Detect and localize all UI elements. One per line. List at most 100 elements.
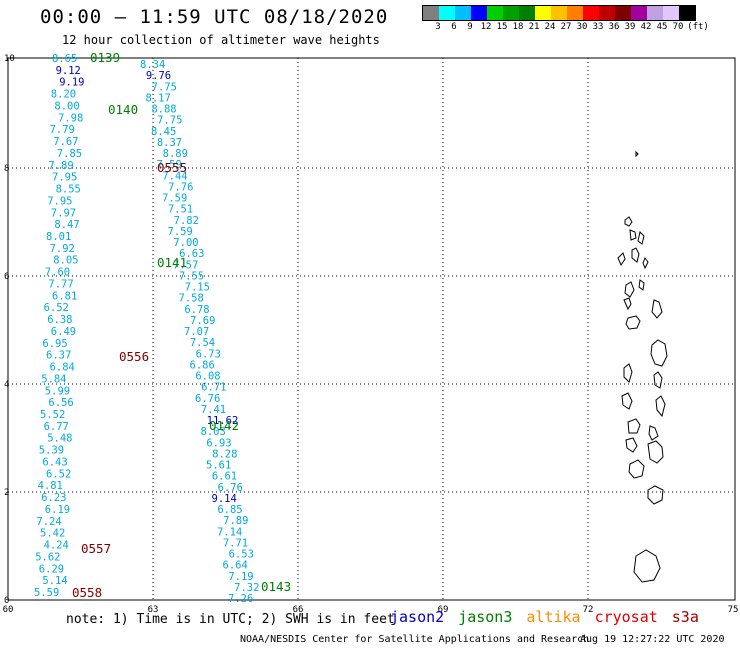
- timestamp-text: Aug 19 12:27:22 UTC 2020: [580, 634, 725, 645]
- wave-height-value: 6.93: [206, 437, 231, 449]
- wave-height-value: 6.61: [212, 471, 237, 483]
- wave-height-value: 5.14: [42, 575, 67, 587]
- color-scale-label: 24: [544, 22, 556, 32]
- color-swatch: [647, 6, 663, 20]
- wave-height-value: 6.78: [184, 304, 209, 316]
- x-tick-label: 72: [583, 605, 594, 615]
- legend-jason2: jason2: [390, 608, 445, 626]
- wave-height-value: 7.44: [162, 170, 187, 182]
- color-scale-label: 45: [656, 22, 668, 32]
- wave-height-value: 9.76: [146, 70, 171, 82]
- wave-height-value: 6.64: [223, 560, 248, 572]
- wave-height-value: 6.71: [201, 382, 226, 394]
- color-scale-label: 70: [672, 22, 684, 32]
- wave-height-value: 7.59: [168, 226, 193, 238]
- wave-height-value: 4.81: [38, 480, 63, 492]
- wave-height-value: 6.73: [196, 348, 221, 360]
- color-scale-bar: [422, 5, 696, 21]
- wave-height-value: 6.29: [39, 563, 64, 575]
- wave-height-value: 7.26: [228, 593, 253, 605]
- wave-height-value: 8.34: [140, 59, 165, 71]
- wave-height-value: 6.38: [47, 314, 72, 326]
- wave-height-value: 7.59: [162, 193, 187, 205]
- island: [623, 363, 633, 383]
- wave-height-value: 5.52: [40, 409, 65, 421]
- footer-note: note: 1) Time is in UTC; 2) SWH is in fe…: [66, 612, 395, 627]
- wave-height-value: 5.42: [40, 528, 65, 540]
- color-swatch: [583, 6, 599, 20]
- wave-height-value: 6.84: [50, 362, 75, 374]
- wave-height-value: 5.84: [41, 373, 66, 385]
- island: [651, 299, 663, 319]
- wave-height-value: 7.85: [57, 148, 82, 160]
- wave-height-value: 6.49: [51, 326, 76, 338]
- color-scale-label: 39: [624, 22, 636, 32]
- color-scale-label: (ft): [687, 22, 709, 32]
- axis-tick-labels: 60 63 66 69 72 75 0 2 4 6 8 10: [3, 54, 739, 615]
- wave-height-value: 6.56: [48, 397, 73, 409]
- color-scale-label: 21: [528, 22, 540, 32]
- island: [633, 549, 661, 583]
- chart-subtitle: 12 hour collection of altimeter wave hei…: [62, 33, 380, 47]
- pass-time-label: 0556: [119, 349, 149, 364]
- x-tick-label: 60: [3, 605, 14, 615]
- wave-height-value: 7.98: [58, 112, 83, 124]
- color-scale-label: 36: [608, 22, 620, 32]
- wave-height-value: 7.41: [201, 404, 226, 416]
- y-tick-label: 10: [4, 54, 15, 64]
- wave-height-value: 6.77: [44, 421, 69, 433]
- island: [638, 279, 645, 291]
- pass-time-label: 0141: [157, 255, 187, 270]
- color-swatch: [551, 6, 567, 20]
- legend-s3a: s3a: [671, 608, 699, 626]
- x-tick-label: 63: [148, 605, 159, 615]
- color-scale-label: 30: [576, 22, 588, 32]
- color-swatch: [599, 6, 615, 20]
- color-swatch: [487, 6, 503, 20]
- wave-height-value: 6.19: [45, 504, 70, 516]
- island: [642, 256, 649, 270]
- wave-height-value: 7.15: [185, 282, 210, 294]
- color-swatch: [439, 6, 455, 20]
- color-scale-label: 9: [467, 22, 473, 32]
- color-scale-label: 6: [451, 22, 457, 32]
- island: [647, 485, 664, 505]
- wave-height-value: 6.85: [217, 504, 242, 516]
- wave-height-value: 7.24: [36, 516, 61, 528]
- y-tick-label: 2: [4, 488, 9, 498]
- wave-height-value: 7.32: [234, 582, 259, 594]
- wave-height-value: 4.24: [44, 540, 69, 552]
- wave-height-value: 7.75: [152, 81, 177, 93]
- color-swatch: [663, 6, 679, 20]
- color-swatch: [567, 6, 583, 20]
- wave-height-value: 7.60: [45, 267, 70, 279]
- wave-height-value: 7.55: [179, 270, 204, 282]
- wave-height-value: 7.57: [173, 259, 198, 271]
- pass-time-label: 0140: [108, 102, 138, 117]
- wave-height-value: 5.61: [206, 460, 231, 472]
- island: [631, 247, 640, 263]
- color-swatch: [679, 6, 695, 20]
- pass-time-label: 0139: [90, 50, 120, 65]
- wave-height-value: 8.88: [151, 104, 176, 116]
- color-swatch: [471, 6, 487, 20]
- island: [648, 425, 659, 441]
- wave-height-value: 6.52: [46, 468, 71, 480]
- wave-height-value: 6.43: [42, 456, 67, 468]
- wave-height-value: 8.89: [163, 148, 188, 160]
- wave-height-value: 7.89: [48, 160, 73, 172]
- wave-height-value: 7.79: [50, 124, 75, 136]
- wave-height-value: 7.59: [157, 159, 182, 171]
- wave-height-value: 11.62: [207, 415, 239, 427]
- wave-height-value: 8.45: [151, 126, 176, 138]
- wave-height-value: 7.51: [168, 204, 193, 216]
- island: [625, 315, 641, 330]
- y-tick-label: 0: [4, 596, 9, 606]
- wave-height-value: 9.12: [56, 65, 81, 77]
- wave-height-value: 8.37: [157, 137, 182, 149]
- pass-time-label: 0557: [81, 541, 111, 556]
- wave-height-value: 7.54: [190, 337, 215, 349]
- color-swatch: [631, 6, 647, 20]
- wave-height-value: 7.95: [47, 195, 72, 207]
